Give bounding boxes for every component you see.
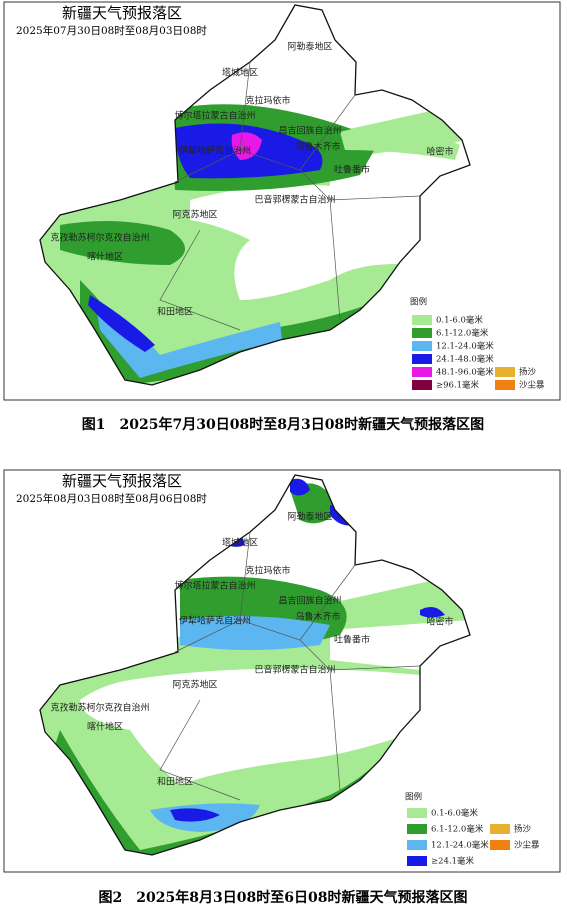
- map-outline: [39, 474, 471, 856]
- legend-swatch: [412, 354, 432, 364]
- region-label: 阿克苏地区: [172, 679, 217, 691]
- region-label: 克拉玛依市: [245, 565, 290, 577]
- legend-label: 0.1-6.0毫米: [431, 808, 478, 819]
- region-label: 吐鲁番市: [334, 164, 370, 176]
- region-label: 塔城地区: [222, 537, 258, 549]
- precip-area: [80, 668, 420, 785]
- legend-swatch: [412, 367, 432, 377]
- legend-swatch: [495, 380, 515, 390]
- precip-area: [190, 185, 420, 300]
- figure-caption: 图2 2025年8月3日08时至6日08时新疆天气预报落区图: [99, 889, 468, 906]
- figure: 新疆天气预报落区 2025年07月30日08时至08月03日08时阿勒泰地区塔城地…: [3, 1, 561, 401]
- legend-swatch: [412, 328, 432, 338]
- region-label: 哈密市: [426, 146, 453, 158]
- precip-area: [231, 132, 262, 160]
- legend-label: 12.1-24.0毫米: [436, 341, 494, 352]
- region-label: 和田地区: [157, 306, 193, 318]
- legend-label: 6.1-12.0毫米: [431, 824, 484, 835]
- precip-area: [420, 606, 445, 618]
- region-label: 阿克苏地区: [172, 209, 217, 221]
- legend-swatch: [412, 380, 432, 390]
- region-label: 哈密市: [426, 616, 453, 628]
- legend-label: 扬沙: [514, 824, 532, 835]
- legend-label: ≥96.1毫米: [436, 380, 480, 391]
- map-title: 新疆天气预报落区: [62, 4, 182, 22]
- precip-area: [88, 295, 155, 352]
- region-label: 巴音郭楞蒙古自治州: [254, 194, 335, 206]
- map-subtitle: 2025年08月03日08时至08月06日08时: [16, 492, 207, 505]
- legend-swatch: [412, 341, 432, 351]
- region-label: 乌鲁木齐市: [295, 611, 340, 623]
- border: [159, 699, 241, 801]
- border: [159, 229, 241, 331]
- precip-area: [290, 478, 310, 496]
- region-label: 吐鲁番市: [334, 634, 370, 646]
- legend-swatch: [407, 856, 427, 866]
- legend-swatch: [412, 315, 432, 325]
- border: [299, 564, 356, 641]
- region-label: 伊犁哈萨克自治州: [179, 615, 251, 627]
- region-label: 伊犁哈萨克自治州: [179, 145, 251, 157]
- precip-area: [340, 125, 460, 160]
- region-label: 博尔塔拉蒙古自治州: [174, 580, 255, 592]
- map-title: 新疆天气预报落区: [62, 472, 182, 490]
- map-subtitle: 2025年07月30日08时至08月03日08时: [16, 24, 207, 37]
- region-label: 克孜勒苏柯尔克孜自治州: [50, 702, 149, 714]
- region-label: 昌吉回族自治州: [278, 125, 341, 137]
- legend-label: 0.1-6.0毫米: [436, 315, 483, 326]
- region-label: 喀什地区: [87, 251, 123, 263]
- border: [299, 94, 356, 171]
- legend-title: 图例: [405, 792, 422, 803]
- legend-title: 图例: [410, 297, 427, 308]
- legend-swatch: [490, 824, 510, 834]
- border: [329, 669, 341, 791]
- precip-area: [170, 808, 220, 822]
- region-label: 克拉玛依市: [245, 95, 290, 107]
- legend-label: 扬沙: [519, 367, 537, 378]
- precip-area: [95, 300, 282, 378]
- figure: 新疆天气预报落区 2025年08月03日08时至08月06日08时阿勒泰地区塔城地…: [3, 469, 561, 873]
- precip-area: [60, 221, 185, 265]
- border: [239, 61, 251, 151]
- map-outline: [39, 4, 471, 386]
- region-label: 博尔塔拉蒙古自治州: [174, 110, 255, 122]
- region-label: 克孜勒苏柯尔克孜自治州: [50, 232, 149, 244]
- legend-swatch: [495, 367, 515, 377]
- legend-label: 48.1-96.0毫米: [436, 367, 494, 378]
- figure-caption: 图1 2025年7月30日08时至8月3日08时新疆天气预报落区图: [82, 416, 484, 433]
- legend-label: 6.1-12.0毫米: [436, 328, 489, 339]
- legend-label: 24.1-48.0毫米: [436, 354, 494, 365]
- legend-swatch: [407, 824, 427, 834]
- legend-label: 沙尘暴: [519, 380, 545, 391]
- legend-swatch: [407, 840, 427, 850]
- legend-label: ≥24.1毫米: [431, 856, 475, 867]
- legend-swatch: [407, 808, 427, 818]
- region-label: 和田地区: [157, 776, 193, 788]
- legend-label: 12.1-24.0毫米: [431, 840, 489, 851]
- region-label: 巴音郭楞蒙古自治州: [254, 664, 335, 676]
- region-label: 塔城地区: [222, 67, 258, 79]
- region-label: 阿勒泰地区: [287, 41, 332, 53]
- border: [329, 199, 341, 321]
- region-label: 阿勒泰地区: [287, 511, 332, 523]
- legend-label: 沙尘暴: [514, 840, 540, 851]
- region-label: 乌鲁木齐市: [295, 141, 340, 153]
- legend-swatch: [490, 840, 510, 850]
- precip-area: [180, 616, 330, 650]
- border: [239, 531, 251, 621]
- region-label: 喀什地区: [87, 721, 123, 733]
- region-label: 昌吉回族自治州: [278, 595, 341, 607]
